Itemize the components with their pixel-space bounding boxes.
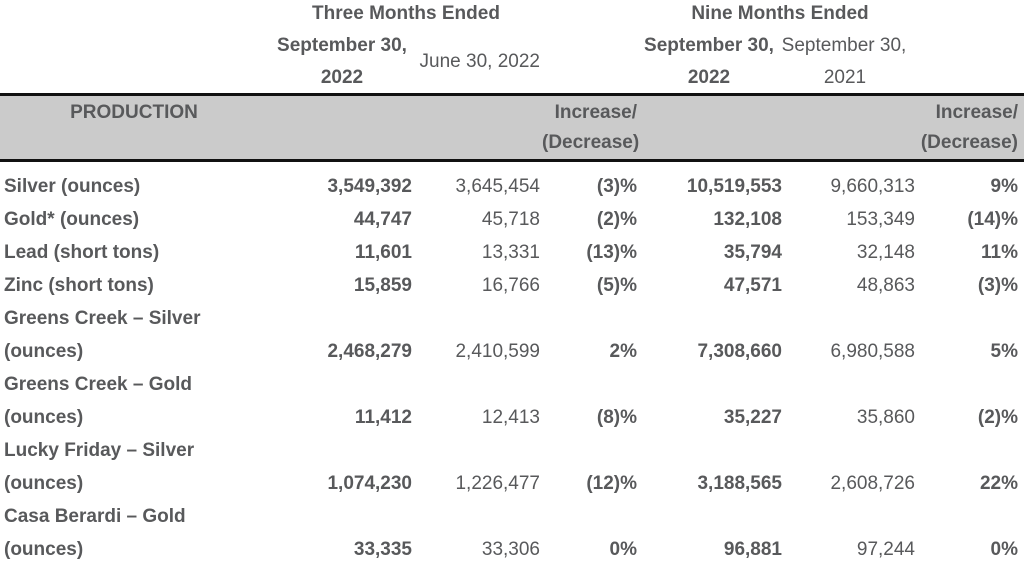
row-label: Gold* (ounces) (4, 209, 140, 230)
value-9m-2021: 6,980,588 (830, 341, 915, 362)
nine-months-ended-title: Nine Months Ended (691, 3, 869, 24)
value-q3-2022: 44,747 (353, 209, 412, 230)
row-label: Lucky Friday – Silver (4, 440, 195, 461)
row-label: (ounces) (4, 341, 84, 362)
value-q3-2022: 3,549,392 (327, 176, 412, 197)
row-label: Silver (ounces) (4, 176, 141, 197)
value-9m-2021: 32,148 (856, 242, 915, 263)
value-change-3mo: (2)% (596, 209, 637, 230)
band-spacer (640, 93, 784, 162)
value-9m-2022: 96,881 (723, 539, 782, 560)
production-section-label: PRODUCTION (0, 93, 210, 162)
value-change-3mo: 0% (609, 539, 637, 560)
row-label: Greens Creek – Gold (4, 374, 192, 395)
value-q2-2022: 33,306 (481, 539, 540, 560)
value-q3-2022: 11,601 (354, 242, 412, 263)
band-spacer (414, 93, 542, 162)
value-9m-2022: 10,519,553 (686, 176, 782, 197)
increase-decrease-header-3mo: Increase/ (Decrease) (542, 93, 640, 162)
value-q2-2022: 12,413 (481, 407, 540, 428)
value-9m-2021: 9,660,313 (830, 176, 915, 197)
value-change-3mo: (12)% (586, 473, 637, 494)
value-9m-2021: 97,244 (856, 539, 915, 560)
table-row-lucky-friday-silver-values: (ounces) 1,074,230 1,226,477 (12)% 3,188… (0, 467, 1024, 500)
value-9m-2022: 3,188,565 (697, 473, 782, 494)
table-row-casa-berardi-gold-name: Casa Berardi – Gold (0, 500, 1024, 533)
value-q2-2022: 3,645,454 (455, 176, 540, 197)
value-change-9mo: 5% (990, 341, 1018, 362)
row-label: Greens Creek – Silver (4, 308, 201, 329)
band-spacer (210, 93, 414, 162)
value-q3-2022: 11,412 (354, 407, 412, 428)
col-header-9m-2021-month: September 30, (781, 35, 907, 56)
band-spacer (784, 93, 917, 162)
value-change-9mo: 9% (990, 176, 1018, 197)
value-change-9mo: (14)% (967, 209, 1018, 230)
value-q2-2022: 16,766 (481, 275, 540, 296)
table-row-greens-creek-silver-name: Greens Creek – Silver (0, 302, 1024, 335)
value-9m-2022: 7,308,660 (697, 341, 782, 362)
value-change-9mo: (2)% (977, 407, 1018, 428)
row-label: Zinc (short tons) (4, 275, 154, 296)
table-row-zinc: Zinc (short tons) 15,859 16,766 (5)% 47,… (0, 269, 1024, 302)
value-q3-2022: 2,468,279 (327, 341, 412, 362)
value-9m-2022: 35,794 (723, 242, 782, 263)
table-row-greens-creek-gold-values: (ounces) 11,412 12,413 (8)% 35,227 35,86… (0, 401, 1024, 434)
table-row-greens-creek-gold-name: Greens Creek – Gold (0, 368, 1024, 401)
row-label: (ounces) (4, 539, 84, 560)
row-label: Lead (short tons) (4, 242, 160, 263)
value-q3-2022: 15,859 (353, 275, 412, 296)
value-9m-2022: 35,227 (723, 407, 782, 428)
value-9m-2021: 48,863 (856, 275, 915, 296)
value-change-9mo: (3)% (977, 275, 1018, 296)
table-row-lucky-friday-silver-name: Lucky Friday – Silver (0, 434, 1024, 467)
three-months-ended-title: Three Months Ended (312, 3, 500, 24)
value-q2-2022: 2,410,599 (455, 341, 540, 362)
value-9m-2022: 47,571 (723, 275, 782, 296)
col-header-q2-2022: June 30, 2022 (419, 51, 540, 72)
table-row-silver: Silver (ounces) 3,549,392 3,645,454 (3)%… (0, 161, 1024, 204)
value-9m-2021: 153,349 (846, 209, 915, 230)
table-band-header-row: PRODUCTION Increase/ (Decrease) Increase… (0, 93, 1024, 162)
value-change-3mo: (5)% (596, 275, 637, 296)
value-change-9mo: 0% (990, 539, 1018, 560)
value-change-9mo: 11% (981, 242, 1018, 263)
value-change-3mo: 2% (609, 341, 637, 362)
increase-decrease-header-9mo: Increase/ (Decrease) (917, 93, 1024, 162)
value-q2-2022: 45,718 (481, 209, 540, 230)
value-change-3mo: (8)% (596, 407, 637, 428)
table-row-casa-berardi-gold-values: (ounces) 33,335 33,306 0% 96,881 97,244 … (0, 533, 1024, 566)
value-q2-2022: 1,226,477 (455, 473, 540, 494)
row-label: Casa Berardi – Gold (4, 506, 186, 527)
value-q3-2022: 33,335 (353, 539, 412, 560)
value-9m-2021: 2,608,726 (830, 473, 915, 494)
table-row-gold: Gold* (ounces) 44,747 45,718 (2)% 132,10… (0, 203, 1024, 236)
table-row-lead: Lead (short tons) 11,601 13,331 (13)% 35… (0, 236, 1024, 269)
row-label: (ounces) (4, 407, 84, 428)
value-9m-2021: 35,860 (856, 407, 915, 428)
col-header-q3-2022-month: September 30, (277, 35, 407, 56)
value-q2-2022: 13,331 (481, 242, 540, 263)
table-row-greens-creek-silver-values: (ounces) 2,468,279 2,410,599 2% 7,308,66… (0, 335, 1024, 368)
col-header-9m-2022-year: 2022 (687, 67, 731, 88)
col-header-q3-2022-year: 2022 (320, 67, 364, 88)
row-label: (ounces) (4, 473, 84, 494)
value-change-3mo: (13)% (586, 242, 637, 263)
production-table: PRODUCTION Increase/ (Decrease) Increase… (0, 93, 1024, 566)
col-header-9m-2021-year: 2021 (823, 67, 867, 88)
value-change-3mo: (3)% (596, 176, 637, 197)
value-change-9mo: 22% (979, 473, 1018, 494)
value-q3-2022: 1,074,230 (327, 473, 412, 494)
period-header: Three Months Ended Nine Months Ended Sep… (0, 0, 1024, 93)
col-header-9m-2022-month: September 30, (644, 35, 774, 56)
value-9m-2022: 132,108 (713, 209, 782, 230)
